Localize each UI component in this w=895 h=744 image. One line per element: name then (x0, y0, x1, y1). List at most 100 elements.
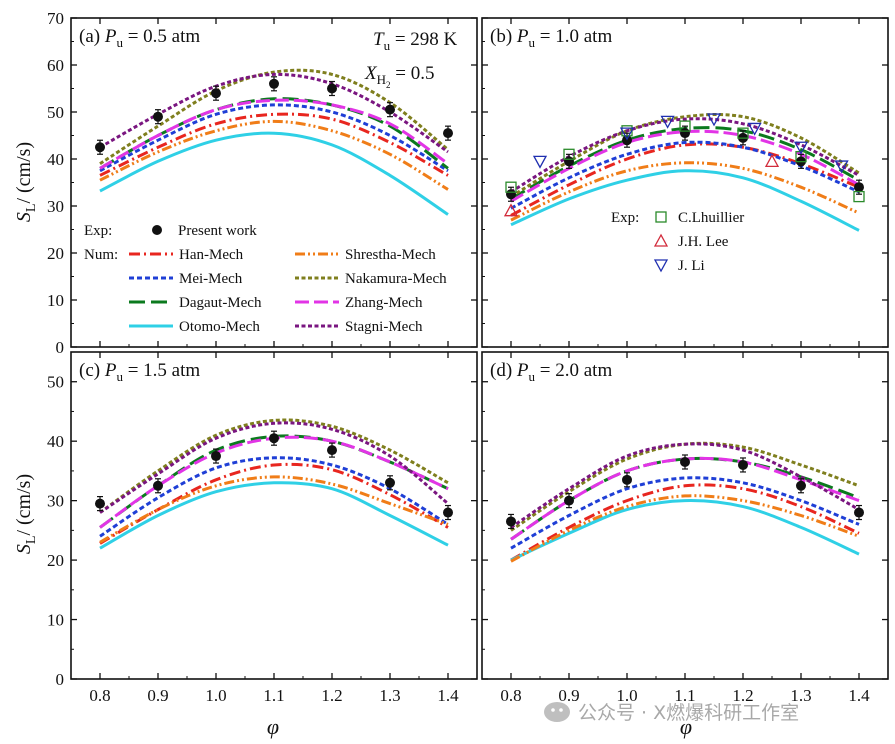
marker-c-lhuillier (505, 181, 517, 193)
legend-marker-j-h-lee (653, 233, 669, 247)
marker-present-work (211, 88, 221, 99)
panel-title: (a) Pu = 0.5 atm (79, 26, 200, 50)
marker-j-li (834, 160, 849, 174)
marker-present-work (738, 459, 748, 470)
series-han-mech (99, 112, 449, 177)
marker-present-work (506, 189, 516, 200)
marker-present-work (506, 516, 516, 527)
x-tick-label: 1.3 (790, 686, 811, 705)
series-han-mech (99, 462, 449, 545)
panel-c: 0.8 0.9 1.0 1.1 1.2 1.3 1.4 0 10 20 30 40 50 (c) Pu =… (47, 351, 478, 705)
marker-c-lhuillier (853, 190, 865, 203)
legend-exp-label: Exp: (84, 223, 112, 239)
y-tick-label: 10 (47, 611, 64, 630)
y-axis-label: SL/ (cm/s) (13, 474, 39, 554)
y-tick-label: 0 (56, 670, 65, 689)
legend-marker-c-lhuillier (655, 211, 667, 223)
marker-present-work (854, 182, 864, 193)
x-tick-label: 1.3 (379, 686, 400, 705)
legend-label-stagni-mech: Stagni-Mech (345, 319, 423, 335)
marker-j-li (747, 122, 762, 136)
marker-present-work (327, 83, 337, 94)
x-tick-label: 1.2 (321, 686, 342, 705)
marker-present-work (443, 507, 453, 518)
marker-present-work (211, 451, 221, 462)
series-otomo-mech (99, 131, 449, 216)
marker-present-work (564, 495, 574, 506)
marker-present-work (622, 474, 632, 485)
series-mei-mech (510, 476, 860, 550)
x-tick-label: 1.1 (263, 686, 284, 705)
marker-present-work (680, 456, 690, 467)
marker-j-li (706, 113, 722, 127)
y-tick-label: 60 (47, 56, 64, 75)
marker-c-lhuillier (737, 127, 749, 139)
marker-present-work (443, 128, 453, 139)
y-tick-label: 0 (56, 338, 65, 357)
marker-present-work (385, 104, 395, 115)
watermark-chat-icon-eye (551, 708, 555, 712)
marker-j-li (793, 141, 809, 155)
y-tick-label: 50 (47, 103, 64, 122)
legend-exp-b: Exp: C.Lhuillier J.H. Lee J. Li (611, 210, 744, 274)
legend-label-han-mech: Han-Mech (179, 247, 244, 263)
y-tick-label: 20 (47, 551, 64, 570)
x-tick-label: 1.1 (674, 686, 695, 705)
series-shrestha-mech (99, 475, 449, 544)
panel-title: (b) Pu = 1.0 atm (490, 26, 612, 50)
y-tick-label: 40 (47, 150, 64, 169)
watermark-text: 公众号 · X燃爆科研工作室 (578, 702, 799, 724)
legend-label-nakamura-mech: Nakamura-Mech (345, 271, 447, 287)
condition-h2-fraction: XH2 = 0.5 (364, 63, 434, 90)
series-stagni-mech (510, 442, 860, 529)
series-zhang-mech (510, 456, 860, 541)
marker-j-li (619, 127, 635, 141)
marker-present-work (269, 433, 279, 444)
panel-d: 0.8 0.9 1.0 1.1 1.2 1.3 1.4 (d) Pu = 2.0 atm (481, 351, 889, 705)
series-otomo-mech (510, 169, 860, 232)
legend-label-otomo-mech: Otomo-Mech (179, 319, 260, 335)
legend-main: Exp: Present work Num: Han-Mech Shrestha-Mec… (84, 223, 447, 335)
legend-label-c-lhuillier: C.Lhuillier (678, 210, 744, 226)
marker-present-work (269, 78, 279, 89)
y-tick-label: 40 (47, 432, 64, 451)
x-tick-label: 1.2 (732, 686, 753, 705)
y-tick-label: 70 (47, 9, 64, 28)
legend-present-label: Present work (178, 223, 257, 239)
legend-exp-b-label: Exp: (611, 210, 639, 226)
legend-label-mei-mech: Mei-Mech (179, 271, 243, 287)
marker-present-work (95, 498, 105, 509)
y-axis-label: SL/ (cm/s) (13, 142, 39, 222)
marker-present-work (153, 111, 163, 122)
marker-present-work (153, 480, 163, 491)
panel-frame (70, 351, 478, 680)
legend-label-shrestha-mech: Shrestha-Mech (345, 247, 436, 263)
y-tick-label: 50 (47, 373, 64, 392)
x-tick-label: 1.4 (848, 686, 870, 705)
marker-present-work (854, 507, 864, 518)
series-mei-mech (99, 103, 449, 173)
marker-present-work (327, 445, 337, 456)
watermark-chat-icon-eye (559, 708, 563, 712)
marker-present-work (564, 156, 574, 167)
marker-c-lhuillier (563, 148, 575, 160)
series-shrestha-mech (99, 119, 449, 191)
x-tick-label: 1.4 (437, 686, 459, 705)
y-tick-label: 30 (47, 492, 64, 511)
marker-c-lhuillier (679, 120, 691, 132)
condition-temperature: Tu = 298 K (373, 29, 458, 53)
panel-title: (d) Pu = 2.0 atm (490, 360, 612, 384)
x-tick-label: 1.0 (205, 686, 226, 705)
panel-b: (b) Pu = 1.0 atm (481, 17, 889, 348)
panel-title: (c) Pu = 1.5 atm (79, 360, 200, 384)
x-tick-label: 0.8 (89, 686, 110, 705)
panel-frame (481, 351, 889, 680)
series-han-mech (510, 483, 860, 562)
series-stagni-mech (99, 421, 449, 514)
x-tick-label: 0.8 (500, 686, 521, 705)
marker-j-h-lee (503, 203, 519, 217)
marker-j-h-lee (764, 153, 780, 168)
marker-j-li (660, 115, 675, 129)
y-tick-label: 30 (47, 197, 64, 216)
x-axis-label: φ (267, 714, 279, 739)
